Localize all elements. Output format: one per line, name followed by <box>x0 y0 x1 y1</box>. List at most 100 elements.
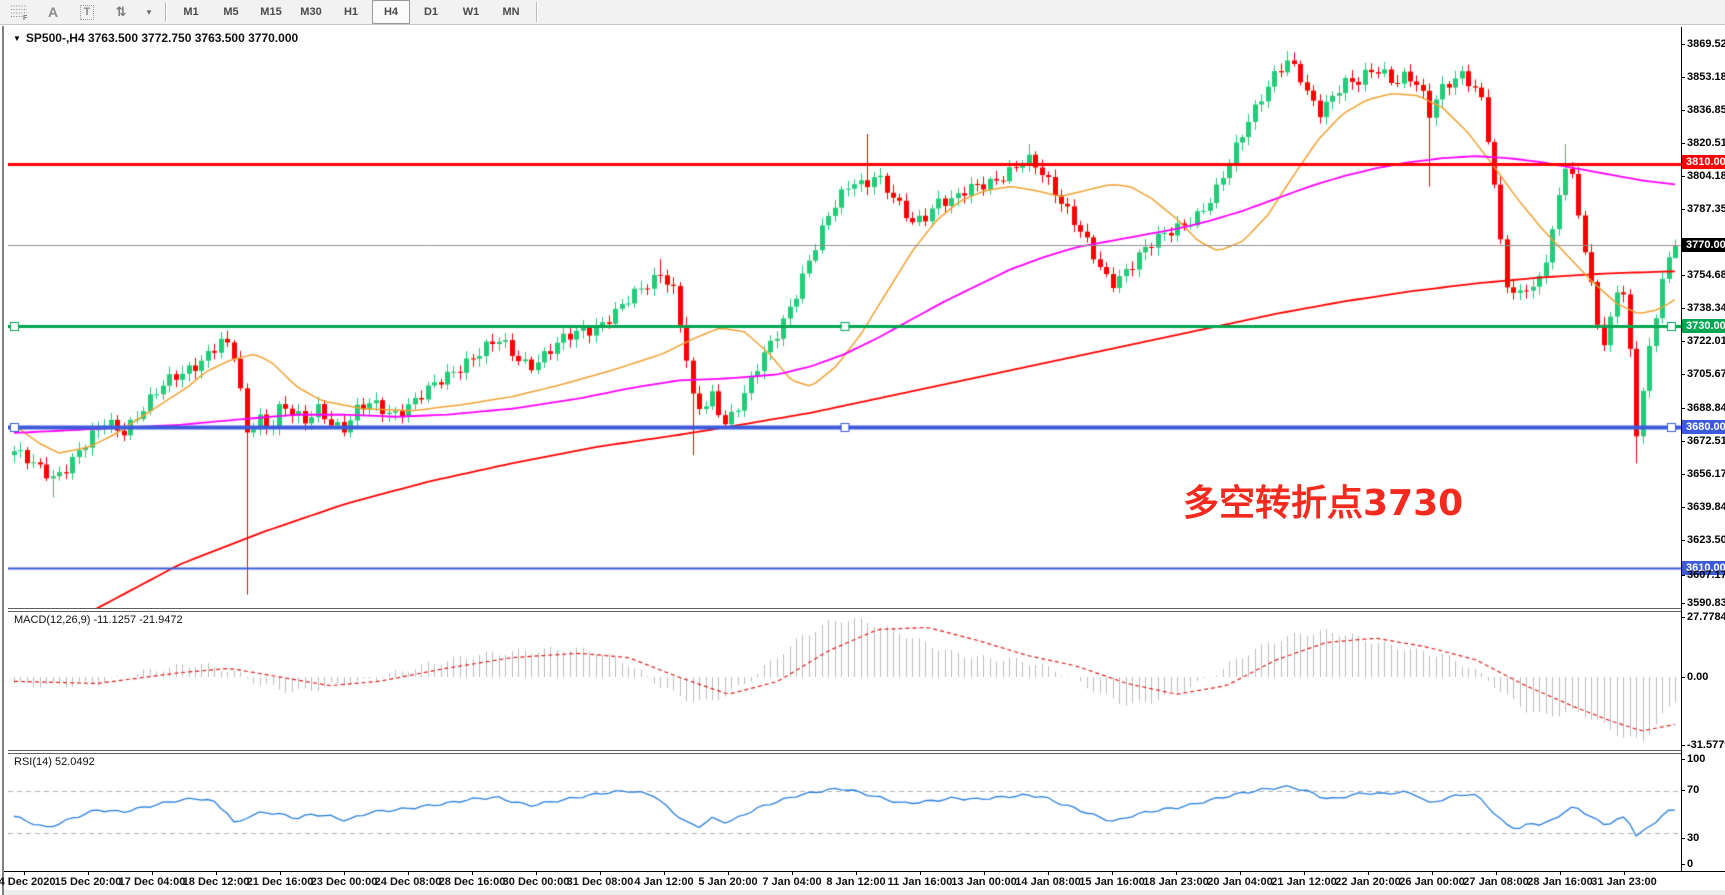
axis-label: 3869.520 <box>1682 37 1725 51</box>
arrows-dropdown-button[interactable]: ▾ <box>139 0 159 24</box>
axis-label: 0 <box>1682 857 1725 871</box>
axis-label: 3688.845 <box>1682 401 1725 415</box>
time-tick <box>24 872 25 875</box>
time-axis-label: 11 Jan 16:00 <box>887 876 953 888</box>
timeframe-button-m30[interactable]: M30 <box>300 6 322 18</box>
macd-pane-canvas[interactable] <box>8 612 1681 750</box>
time-axis-label: 15 Dec 20:00 <box>54 876 122 888</box>
text-label-t-icon: T <box>79 4 95 20</box>
timeframe-button-w1[interactable]: W1 <box>462 6 480 18</box>
arrows-tool-button[interactable]: ⇅ <box>105 0 137 24</box>
time-tick <box>1624 872 1625 875</box>
price-level-badge: 3730.000 <box>1682 319 1725 333</box>
timeframe-button-h4[interactable]: H4 <box>372 0 410 24</box>
time-axis-label: 27 Jan 08:00 <box>1463 876 1529 888</box>
axis-label: 3623.505 <box>1682 533 1725 547</box>
rsi-pane-canvas[interactable] <box>8 754 1681 871</box>
time-tick <box>344 872 345 875</box>
timeframe-button-m1[interactable]: M1 <box>183 6 199 18</box>
chart-window: ▼ SP500-,H4 3763.500 3772.750 3763.500 37… <box>0 26 1725 895</box>
text-label-tool-button[interactable]: T <box>71 0 103 24</box>
time-tick <box>216 872 217 875</box>
toolbar-separator <box>536 2 537 22</box>
time-tick <box>408 872 409 875</box>
time-tick <box>1304 872 1305 875</box>
time-axis-label: 17 Dec 04:00 <box>118 876 186 888</box>
annotation-text[interactable]: 多空转折点3730 <box>1183 483 1464 524</box>
fibonacci-tool-button[interactable]: F <box>3 0 35 24</box>
time-axis-label: 21 Dec 16:00 <box>246 876 314 888</box>
axis-label: 70 <box>1682 783 1725 797</box>
chart-title: ▼ SP500-,H4 3763.500 3772.750 3763.500 37… <box>13 31 298 45</box>
axis-label: 3754.680 <box>1682 268 1725 282</box>
time-axis-label: 8 Jan 12:00 <box>826 876 886 888</box>
chevron-down-icon: ▾ <box>146 6 152 17</box>
axis-label: 3705.675 <box>1682 367 1725 381</box>
time-axis-label: 15 Jan 16:00 <box>1079 876 1145 888</box>
timeframe-button-mn[interactable]: MN <box>502 6 520 18</box>
time-axis-label: 18 Jan 23:00 <box>1143 876 1209 888</box>
time-axis-label: 4 Jan 12:00 <box>634 876 694 888</box>
time-axis-label: 13 Jan 00:00 <box>951 876 1017 888</box>
pane-divider[interactable] <box>8 608 1725 612</box>
axis-label: 3607.170 <box>1682 568 1725 582</box>
time-axis-label: 28 Jan 16:00 <box>1527 876 1593 888</box>
main-chart-canvas[interactable] <box>8 27 1681 608</box>
price-level-badge: 3770.000 <box>1682 238 1725 252</box>
time-axis-label: 14 Dec 2020 <box>0 876 56 888</box>
text-a-icon: A <box>47 4 59 20</box>
axis-label: 3722.010 <box>1682 334 1725 348</box>
timeframe-button-m15[interactable]: M15 <box>260 6 282 18</box>
toolbar-separator <box>165 2 166 22</box>
time-axis-label: 21 Jan 12:00 <box>1271 876 1337 888</box>
axis-label: 0.00 <box>1682 670 1725 684</box>
time-tick <box>1240 872 1241 875</box>
timeframe-button-h1[interactable]: H1 <box>343 6 359 18</box>
time-axis-label: 24 Dec 08:00 <box>374 876 442 888</box>
time-axis-label: 18 Dec 12:00 <box>182 876 250 888</box>
fibo-grid-icon: F <box>10 5 28 20</box>
time-axis-label: 20 Jan 04:00 <box>1207 876 1273 888</box>
time-tick <box>1368 872 1369 875</box>
time-tick <box>472 872 473 875</box>
rsi-label: RSI(14) 52.0492 <box>14 756 95 768</box>
bottom-strip <box>4 890 1725 895</box>
time-axis-label: 5 Jan 20:00 <box>698 876 758 888</box>
time-axis-label: 7 Jan 04:00 <box>762 876 822 888</box>
time-axis-label: 14 Jan 08:00 <box>1015 876 1081 888</box>
time-tick <box>1432 872 1433 875</box>
pane-divider[interactable] <box>8 750 1725 754</box>
axis-label: 3787.350 <box>1682 202 1725 216</box>
svg-text:F: F <box>23 15 28 20</box>
time-axis-label: 23 Dec 00:00 <box>310 876 378 888</box>
price-axis[interactable]: 3869.520 3853.185 3836.850 3820.515 3810.000… <box>1681 27 1725 871</box>
time-tick <box>920 872 921 875</box>
price-level-badge: 3810.000 <box>1682 155 1725 169</box>
chart-title-text: SP500-,H4 3763.500 3772.750 3763.500 377… <box>25 31 299 45</box>
axis-label: 3590.835 <box>1682 596 1725 610</box>
time-tick <box>856 872 857 875</box>
axis-label: 3738.345 <box>1682 301 1725 315</box>
axis-label: 30 <box>1682 831 1725 845</box>
axis-label: 3672.510 <box>1682 434 1725 448</box>
timeframe-button-d1[interactable]: D1 <box>423 6 439 18</box>
symbol-dropdown-icon[interactable]: ▼ <box>13 34 21 43</box>
axis-label: 100 <box>1682 752 1725 766</box>
time-axis-label: 31 Dec 08:00 <box>566 876 634 888</box>
price-level-badge: 3680.000 <box>1682 420 1725 434</box>
text-tool-button[interactable]: A <box>37 0 69 24</box>
time-tick <box>280 872 281 875</box>
time-tick <box>728 872 729 875</box>
time-tick <box>152 872 153 875</box>
time-tick <box>664 872 665 875</box>
axis-label: 3853.185 <box>1682 70 1725 84</box>
time-axis-label: 22 Jan 20:00 <box>1335 876 1401 888</box>
timeframe-button-m5[interactable]: M5 <box>223 6 239 18</box>
time-axis-label: 26 Jan 00:00 <box>1399 876 1465 888</box>
axis-label: -31.5779 <box>1682 738 1725 752</box>
price-level-badge: 3610.000 <box>1682 561 1725 575</box>
time-tick <box>1560 872 1561 875</box>
axis-label: 27.7784 <box>1682 610 1725 624</box>
time-tick <box>88 872 89 875</box>
